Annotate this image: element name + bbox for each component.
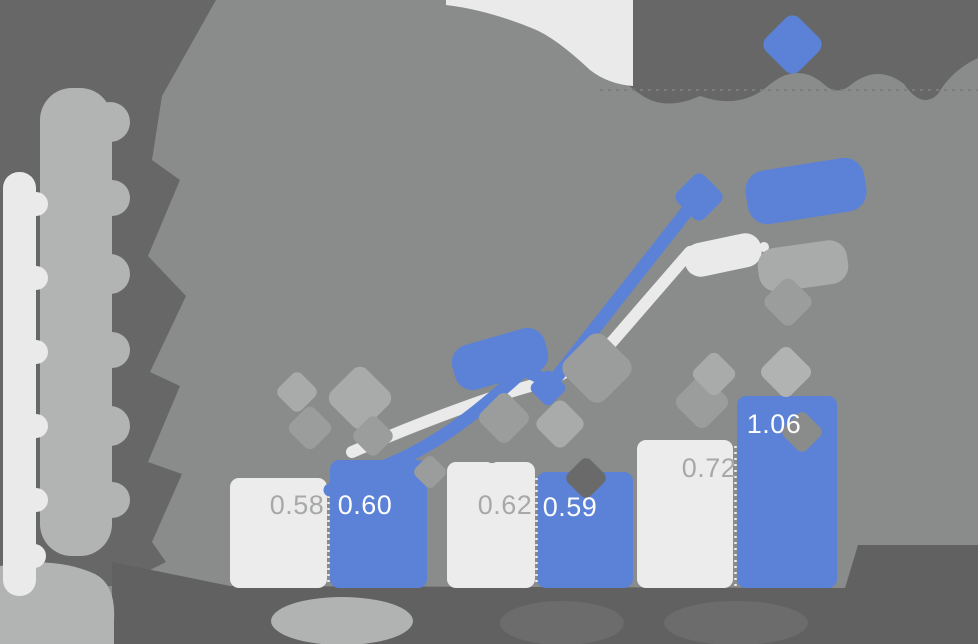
y-tick-blob — [24, 340, 48, 364]
blue-line-marker-blob — [675, 173, 723, 221]
bar-white-group3 — [637, 440, 733, 588]
y-tick-blob — [90, 102, 130, 142]
y-tick-blob — [24, 192, 48, 216]
blurred-white-line-label-group3 — [757, 240, 849, 292]
blurred-white-line-label-group2 — [562, 333, 632, 403]
bar-value-labels: 0.58 0.60 0.62 0.59 0.72 1.06 — [270, 409, 802, 522]
y-tick-blob — [24, 488, 48, 512]
y-tick-blob — [94, 332, 130, 368]
blurred-blue-line-label-group2 — [451, 327, 549, 391]
value-label-white-bar-2: 0.62 — [478, 490, 533, 520]
blurred-label-blob — [566, 458, 606, 498]
blue-line-marker-blob — [530, 370, 566, 406]
legend-white-swatch-blob — [446, 0, 633, 86]
white-line-end-marker-blob — [684, 233, 762, 277]
blurred-label-blob — [328, 366, 392, 430]
y-axis-blurred-labels — [0, 88, 130, 644]
blurred-label-blob — [288, 406, 332, 450]
blurred-label-blob — [277, 372, 317, 412]
y-axis-strip-gray — [40, 88, 112, 556]
blurred-label-blob — [353, 416, 393, 456]
y-axis-strip-white — [3, 172, 36, 596]
white-line-end-dot — [759, 242, 769, 252]
blurred-label-blob — [414, 456, 446, 488]
x-axis-blurred-labels — [271, 597, 808, 644]
blurred-data-label-blobs — [277, 157, 867, 498]
value-label-blue-bar-2: 0.59 — [543, 492, 598, 522]
value-label-white-bar-3: 0.72 — [682, 453, 737, 483]
y-tick-blob — [94, 482, 130, 518]
blurred-blue-line-label-group3 — [745, 157, 867, 225]
value-label-white-bar-1: 0.58 — [270, 490, 325, 520]
bar-white-group2 — [447, 462, 535, 588]
blurred-label-blob — [536, 400, 584, 448]
blurred-label-blob — [761, 347, 811, 397]
y-tick-blob — [94, 180, 130, 216]
blurred-label-blob — [692, 352, 736, 396]
bar-blue-group1 — [330, 460, 427, 588]
x-label-blob-group3 — [664, 601, 808, 644]
blurred-label-blob — [479, 393, 529, 443]
bar-blue-group2 — [537, 472, 633, 588]
y-tick-blob — [90, 406, 130, 446]
blurred-label-blob — [764, 278, 812, 326]
y-tick-blob — [24, 266, 48, 290]
value-label-blue-bar-1: 0.60 — [338, 490, 393, 520]
legend — [446, 0, 822, 86]
y-tick-blob — [22, 544, 46, 568]
blurred-label-blob — [782, 412, 822, 452]
bar-white-group1 — [230, 478, 327, 588]
legend-blue-swatch — [763, 15, 822, 74]
y-tick-blob — [24, 414, 48, 438]
x-label-blob-group2 — [500, 601, 624, 644]
value-label-blue-bar-3: 1.06 — [747, 409, 802, 439]
y-tick-blob — [90, 254, 130, 294]
x-label-blob-group1 — [271, 597, 413, 644]
